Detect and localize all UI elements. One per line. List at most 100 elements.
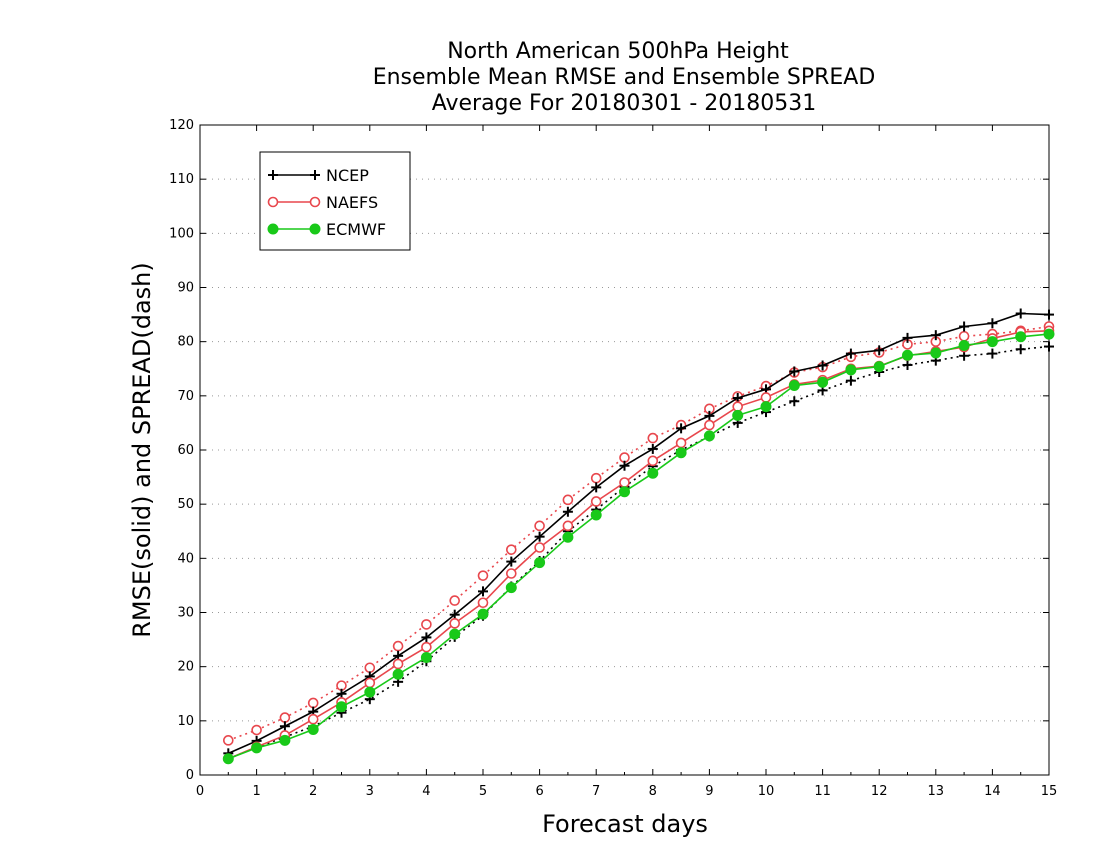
y-axis: 0 10 20 30 40 50 60 70 80 90 100 110 120: [169, 118, 1049, 783]
ecmwf-rmse-point: [1043, 328, 1055, 340]
legend-marker: [267, 196, 279, 208]
ncep-rmse-point: [987, 318, 998, 329]
y-tick-label: 20: [177, 660, 194, 675]
ecmwf-rmse-point: [449, 628, 461, 640]
naefs-spread-point: [534, 520, 545, 532]
naefs-spread-point: [364, 662, 376, 674]
grid-lines: [200, 178, 1049, 722]
ecmwf-rmse-point: [619, 486, 630, 498]
title-line-2: Ensemble Mean RMSE and Ensemble SPREAD: [373, 65, 876, 90]
series-layer: [222, 308, 1055, 765]
legend-marker: [310, 170, 320, 180]
legend-item-ecmwf: ECMWF: [267, 220, 386, 239]
ecmwf-rmse-point: [505, 582, 517, 594]
ncep-rmse-point: [817, 360, 828, 371]
x-tick-label: 3: [366, 784, 374, 799]
ecmwf-rmse-point: [562, 531, 574, 543]
y-tick-label: 100: [169, 226, 194, 241]
x-tick-label: 8: [649, 784, 657, 799]
naefs-rmse-point: [760, 392, 772, 403]
ncep-rmse-point: [902, 332, 913, 343]
legend-marker: [309, 196, 321, 208]
naefs-spread-point: [505, 544, 517, 555]
y-tick-label: 80: [177, 335, 194, 350]
ecmwf-rmse-point: [902, 349, 913, 361]
naefs-rmse-point: [307, 713, 319, 725]
naefs-rmse-point: [647, 455, 659, 467]
y-tick-label: 70: [177, 389, 194, 404]
naefs-spread-point: [251, 724, 262, 736]
ecmwf-rmse-point: [958, 339, 970, 351]
x-tick-label: 0: [196, 784, 204, 799]
title-line-3: Average For 20180301 - 20180531: [432, 91, 817, 116]
ecmwf-rmse-point: [930, 347, 942, 359]
ecmwf-rmse-point: [534, 557, 546, 569]
ecmwf-rmse-point: [788, 380, 800, 392]
y-tick-label: 90: [177, 281, 194, 296]
ecmwf-rmse-point: [336, 701, 347, 713]
y-tick-label: 120: [169, 118, 194, 133]
legend-label: NAEFS: [326, 193, 378, 212]
naefs-spread-point: [449, 595, 461, 606]
naefs-spread-point: [307, 697, 319, 709]
legend-label: NCEP: [326, 166, 369, 185]
naefs-rmse-point: [590, 496, 602, 507]
ecmwf-rmse-point: [279, 734, 291, 746]
naefs-rmse-point: [421, 641, 432, 653]
ncep-spread-point: [789, 396, 800, 407]
ecmwf-rmse-series: [222, 328, 1055, 765]
y-tick-label: 50: [177, 497, 194, 512]
x-tick-label: 1: [252, 784, 260, 799]
x-axis-label: Forecast days: [542, 810, 708, 838]
naefs-rmse-point: [505, 568, 517, 579]
legend-label: ECMWF: [326, 220, 386, 239]
legend-item-ncep: NCEP: [268, 166, 369, 185]
naefs-spread-point: [392, 640, 404, 652]
naefs-spread-point: [647, 432, 659, 444]
naefs-spread-series: [223, 321, 1055, 746]
ncep-spread-point: [902, 359, 913, 370]
ncep-rmse-point: [647, 443, 658, 454]
ecmwf-rmse-point: [364, 686, 376, 698]
x-tick-label: 9: [705, 784, 713, 799]
naefs-rmse-point: [534, 542, 545, 553]
naefs-spread-point: [590, 472, 602, 484]
ecmwf-rmse-point: [251, 742, 263, 754]
ncep-rmse-line: [227, 312, 1050, 755]
x-tick-label: 5: [479, 784, 487, 799]
ncep-rmse-point: [959, 321, 970, 332]
ncep-rmse-point: [930, 330, 941, 341]
ecmwf-rmse-point: [647, 467, 659, 479]
ncep-rmse-point: [789, 366, 800, 377]
ecmwf-rmse-point: [817, 376, 829, 388]
ecmwf-rmse-point: [873, 361, 885, 373]
x-tick-label: 7: [592, 784, 600, 799]
legend-marker: [268, 170, 278, 180]
naefs-rmse-point: [619, 477, 630, 488]
naefs-spread-point: [279, 712, 291, 723]
ecmwf-rmse-point: [1015, 331, 1027, 343]
y-axis-label: RMSE(solid) and SPREAD(dash): [128, 262, 156, 638]
ncep-rmse-point: [676, 423, 687, 434]
ncep-rmse-point: [591, 482, 602, 493]
ecmwf-rmse-point: [222, 753, 234, 765]
ncep-spread-line: [228, 345, 1050, 760]
ecmwf-rmse-point: [986, 336, 998, 348]
ncep-rmse-point: [619, 460, 630, 471]
chart-title: North American 500hPa Height Ensemble Me…: [373, 39, 876, 116]
ncep-rmse-point: [478, 586, 488, 597]
x-tick-label: 15: [1041, 784, 1058, 799]
y-tick-label: 40: [177, 551, 194, 566]
ncep-spread-point: [987, 348, 998, 359]
x-tick-label: 13: [928, 784, 945, 799]
legend-marker: [267, 223, 279, 235]
ecmwf-rmse-point: [675, 447, 687, 459]
legend-item-naefs: NAEFS: [267, 193, 378, 212]
y-tick-label: 60: [177, 443, 194, 458]
legend: NCEP NAEFS ECMWF: [259, 151, 411, 251]
y-tick-label: 0: [186, 768, 194, 783]
ncep-rmse-point: [336, 688, 347, 699]
naefs-spread-point: [958, 330, 970, 342]
x-tick-label: 6: [535, 784, 543, 799]
ecmwf-rmse-point: [732, 409, 744, 421]
